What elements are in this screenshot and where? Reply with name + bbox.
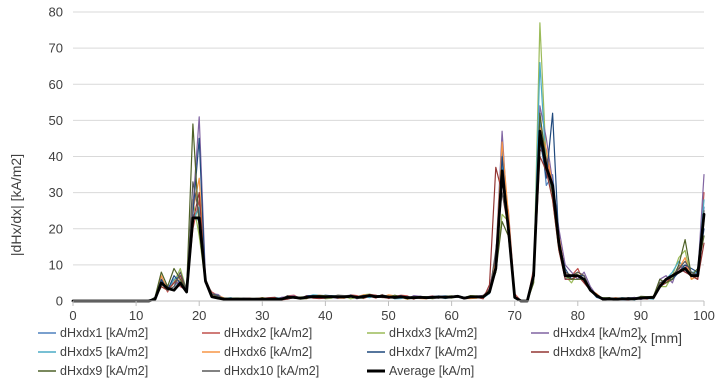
legend-label: dHxdx5 [kA/m2] [60, 345, 148, 359]
legend-item: dHxdx4 [kA/m2] [531, 326, 641, 340]
x-tick-label: 100 [693, 308, 715, 323]
legend-label: dHxdx9 [kA/m2] [60, 364, 148, 378]
y-axis-title: |dHx/dx| [kA/m2] [8, 154, 24, 256]
legend-item: dHxdx6 [kA/m2] [202, 345, 312, 359]
series-lines [71, 22, 706, 303]
y-tick-label: 30 [49, 185, 63, 200]
x-tick-label: 90 [634, 308, 648, 323]
legend-item: dHxdx7 [kA/m2] [367, 345, 477, 359]
legend-label: dHxdx2 [kA/m2] [224, 326, 312, 340]
legend-label: dHxdx10 [kA/m2] [224, 364, 319, 378]
legend-item: dHxdx3 [kA/m2] [367, 326, 477, 340]
legend-item: dHxdx2 [kA/m2] [202, 326, 312, 340]
x-tick-label: 30 [255, 308, 269, 323]
x-tick-label: 50 [381, 308, 395, 323]
legend: dHxdx1 [kA/m2] dHxdx2 [kA/m2] dHxdx3 [kA/m… [38, 326, 641, 378]
series-line-6 [72, 126, 705, 302]
y-tick-label: 10 [49, 257, 63, 272]
series-line-11 [71, 129, 706, 303]
x-tick-label: 70 [507, 308, 521, 323]
legend-label: dHxdx3 [kA/m2] [389, 326, 477, 340]
legend-label: dHxdx7 [kA/m2] [389, 345, 477, 359]
series-line-10 [72, 134, 705, 302]
legend-label: dHxdx1 [kA/m2] [60, 326, 148, 340]
axes: 0 10 20 30 40 50 60 70 80 0 10 20 30 40 50 60 70 80 90 100 [49, 5, 715, 324]
y-tick-label: 70 [49, 41, 63, 56]
y-tick-label: 50 [49, 113, 63, 128]
legend-item: Average [kA/m] [367, 364, 474, 378]
series-line-2 [72, 148, 705, 302]
legend-item: dHxdx8 [kA/m2] [531, 345, 641, 359]
x-tick-label: 80 [571, 308, 585, 323]
y-tick-label: 0 [56, 294, 63, 309]
x-tick-label: 40 [318, 308, 332, 323]
x-axis-title: x [mm] [640, 330, 682, 346]
legend-label: dHxdx6 [kA/m2] [224, 345, 312, 359]
gridlines [73, 11, 704, 266]
series-line-1 [72, 119, 705, 302]
legend-item: dHxdx1 [kA/m2] [38, 326, 148, 340]
x-tick-label: 0 [69, 308, 76, 323]
y-tick-label: 40 [49, 149, 63, 164]
x-tick-label: 60 [444, 308, 458, 323]
x-tick-label: 10 [129, 308, 143, 323]
series-line-4 [72, 105, 705, 302]
y-tick-label: 60 [49, 77, 63, 92]
legend-item: dHxdx10 [kA/m2] [202, 364, 319, 378]
series-line-7 [72, 112, 705, 302]
legend-item: dHxdx5 [kA/m2] [38, 345, 148, 359]
legend-label: dHxdx8 [kA/m2] [553, 345, 641, 359]
y-tick-label: 80 [49, 5, 63, 20]
legend-label: Average [kA/m] [389, 364, 474, 378]
series-line-3 [72, 22, 705, 302]
series-line-9 [72, 112, 705, 302]
x-tick-label: 20 [192, 308, 206, 323]
legend-label: dHxdx4 [kA/m2] [553, 326, 641, 340]
y-tick-label: 20 [49, 221, 63, 236]
legend-item: dHxdx9 [kA/m2] [38, 364, 148, 378]
